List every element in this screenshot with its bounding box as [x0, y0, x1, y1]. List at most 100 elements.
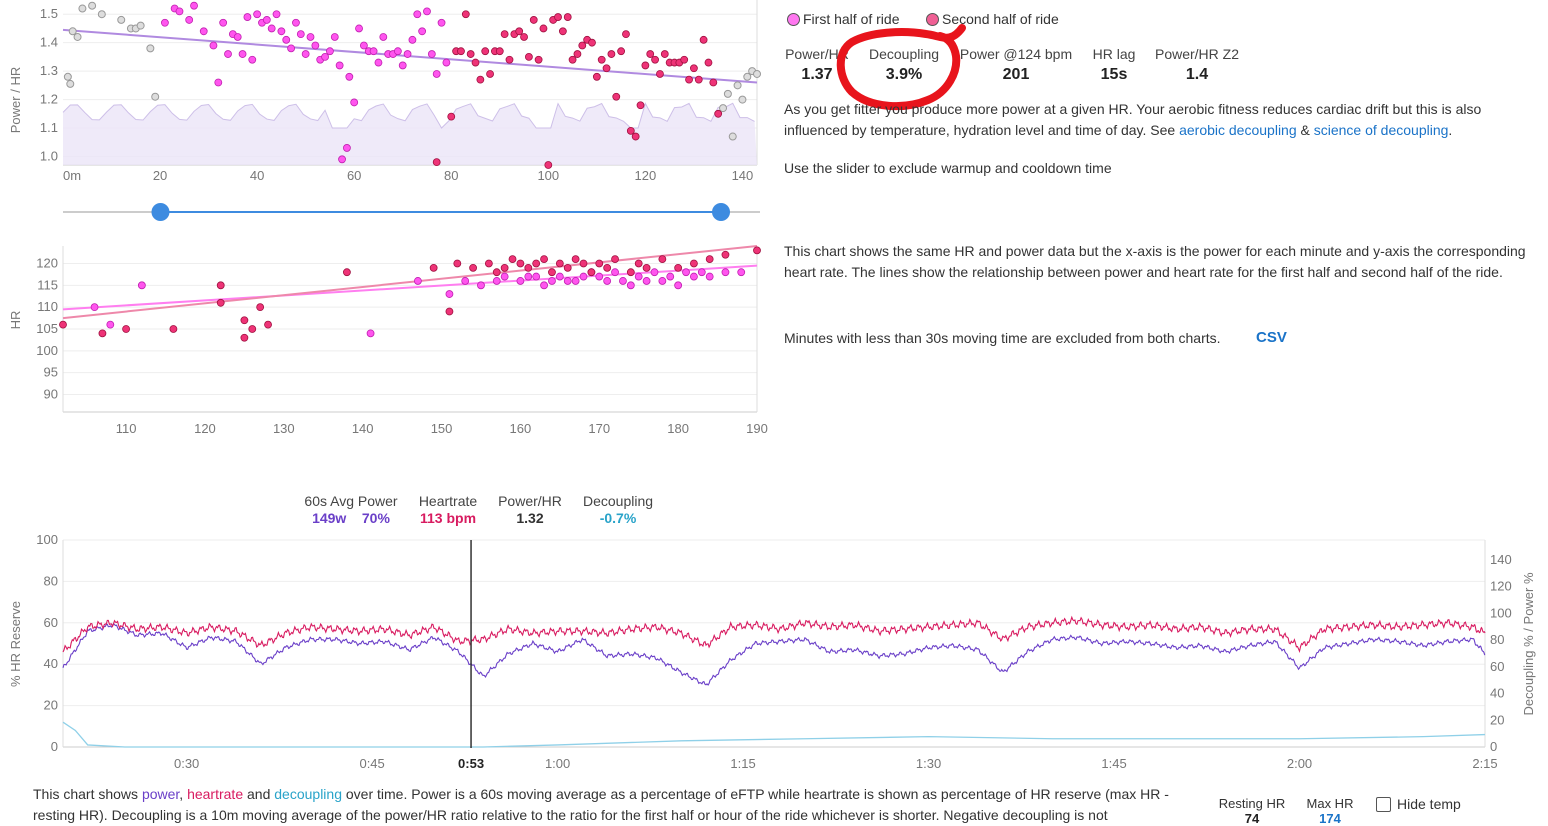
- stat-power-at-hr-label: Power @124 bpm: [959, 46, 1073, 62]
- c2-first-half-point-6: [461, 277, 470, 285]
- c2-first-half-point-4: [413, 277, 422, 285]
- resting-hr-label: Resting HR: [1218, 796, 1286, 811]
- c2-trend-first-half: [62, 264, 758, 311]
- stat-power-hr-z2-label: Power/HR Z2: [1154, 46, 1240, 62]
- c1-second-half-point-38: [626, 126, 635, 135]
- c1-hr-area-fill: [63, 103, 757, 165]
- c1-first-half-point-53: [432, 70, 441, 78]
- c1-excluded-point-15: [728, 132, 737, 141]
- c2-x-tick-4: 150: [431, 421, 453, 436]
- c1-first-half-point-42: [379, 33, 388, 41]
- c2-second-half-point-8: [248, 325, 257, 333]
- legend-first-half[interactable]: First half of ride: [787, 11, 899, 27]
- c1-second-half-point-20: [539, 24, 548, 33]
- csv-download-link[interactable]: CSV: [1256, 329, 1287, 346]
- c2-second-half-point-37: [674, 263, 683, 272]
- c2-first-half-point-32: [690, 272, 698, 281]
- c2-second-half-point-30: [595, 259, 604, 268]
- c2-first-half-point-0: [90, 303, 99, 312]
- c2-second-half-point-38: [690, 259, 698, 268]
- slider-handle-end[interactable]: [712, 203, 731, 221]
- c1-y-ticks: 1.0 1.1 1.2 1.3 1.4 1.5: [40, 6, 58, 163]
- resting-hr-value[interactable]: 74: [1244, 811, 1260, 826]
- c2-first-half-point-1: [106, 320, 115, 329]
- c1-second-half-point-34: [607, 50, 616, 58]
- c3-x-ticks: 0:30 0:45 0:53 1:00 1:15 1:30 1:45 2:00 2:15: [174, 756, 1498, 771]
- c1-first-half-point-12: [238, 50, 247, 58]
- c1-first-half-point-3: [185, 16, 194, 24]
- c2-first-half-point-22: [611, 268, 619, 277]
- c2-y-ticks: 90 95 100 105 110 115 120: [36, 255, 58, 401]
- c2-first-half-point-35: [721, 268, 730, 277]
- max-hr-value[interactable]: 174: [1319, 811, 1341, 826]
- c2-second-half-point-22: [532, 259, 541, 268]
- c2-second-half-point-29: [587, 268, 596, 277]
- c2-trendlines: [62, 245, 758, 320]
- c1-points: [63, 1, 761, 169]
- c2-second-half-point-36: [658, 255, 667, 264]
- hr-vs-power-scatter-chart: 90 95 100 105 110 115 120 110 120 130 140 150 160 17…: [8, 245, 768, 436]
- c1-x-tick-1: 20: [153, 168, 167, 183]
- legend-first-label: First half of ride: [803, 11, 900, 27]
- c1-second-half-point-50: [685, 75, 693, 84]
- c3-y-ticks: 0 20 40 60 80 100: [36, 532, 58, 754]
- c1-excluded-point-14: [723, 89, 732, 98]
- bottom-word-decoupling: decoupling: [274, 786, 342, 802]
- readout-heartrate: Heartrate 113 bpm: [410, 493, 486, 526]
- c1-first-half-point-6: [209, 41, 218, 50]
- c2-x-tick-7: 180: [667, 421, 689, 436]
- aerobic-decoupling-link[interactable]: aerobic decoupling: [1179, 122, 1297, 138]
- c3-y-axis-label: % HR Reserve: [8, 601, 23, 687]
- c1-second-half-point-5: [466, 50, 475, 58]
- max-hr-label: Max HR: [1306, 796, 1354, 811]
- range-slider[interactable]: [0, 196, 770, 228]
- c2-first-half-point-9: [500, 272, 509, 281]
- readout-decoupling: Decoupling -0.7%: [576, 493, 660, 526]
- stat-hr-lag-value: 15s: [1100, 66, 1128, 83]
- c1-first-half-point-41: [374, 58, 383, 67]
- c1-second-half-point-42: [646, 50, 655, 58]
- c1-excluded-point-0: [63, 72, 72, 81]
- max-hr-field[interactable]: Max HR 174: [1300, 796, 1360, 826]
- resting-hr-field[interactable]: Resting HR 74: [1214, 796, 1290, 826]
- hide-temp-checkbox[interactable]: [1376, 796, 1391, 812]
- c1-second-half-point-13: [505, 55, 514, 64]
- c1-second-half-point-16: [520, 33, 528, 41]
- c1-second-half-point-40: [636, 101, 645, 110]
- c1-second-half-point-33: [602, 64, 611, 73]
- c1-second-half-point-36: [617, 47, 626, 56]
- c1-first-half-point-4: [190, 1, 198, 10]
- c2-first-half-point-30: [674, 281, 683, 290]
- c2-second-half-point-27: [571, 255, 580, 264]
- bottom-sep-1: ,: [179, 786, 188, 802]
- c1-second-half-point-31: [592, 72, 601, 81]
- hide-temp-label: Hide temp: [1397, 796, 1461, 812]
- stat-power-hr-z2: Power/HR Z2 1.4: [1150, 46, 1244, 84]
- c2-x-tick-5: 160: [510, 421, 532, 436]
- c3-y2-tick-4: 80: [1490, 632, 1504, 647]
- science-of-decoupling-link[interactable]: science of decoupling: [1313, 122, 1449, 138]
- c3-y2-tick-2: 40: [1490, 686, 1504, 701]
- readout-power-pct: 70%: [361, 510, 390, 526]
- c2-second-half-point-10: [264, 320, 272, 329]
- c1-x-tick-2: 40: [250, 168, 264, 183]
- c2-points: [59, 246, 761, 342]
- c1-excluded-point-12: [151, 92, 160, 101]
- c1-excluded-point-17: [738, 95, 747, 104]
- c3-y-tick-5: 100: [36, 532, 58, 547]
- c2-first-half-point-18: [579, 272, 588, 281]
- slider-handle-start[interactable]: [151, 203, 170, 221]
- hide-temp-toggle[interactable]: Hide temp: [1376, 796, 1461, 812]
- stat-decoupling: Decoupling 3.9%: [866, 46, 942, 84]
- c3-y2-ticks: 0 20 40 60 80 100 120 140: [1490, 552, 1512, 754]
- c2-y-tick-6: 120: [36, 255, 58, 270]
- c3-x-tick-7: 2:00: [1287, 756, 1312, 771]
- power-hr-time-chart[interactable]: 0 20 40 60 80 100 0 20 40 60 80 100 120 140 0:30 0:45…: [0, 530, 1548, 775]
- c2-first-half-point-21: [603, 277, 612, 285]
- c2-second-half-point-14: [453, 259, 462, 268]
- c3-series-lines: [62, 615, 1486, 748]
- legend-second-half[interactable]: Second half of ride: [926, 11, 1059, 27]
- c2-x-tick-6: 170: [588, 421, 610, 436]
- c1-second-half-point-52: [694, 75, 703, 84]
- c1-second-half-point-7: [476, 75, 485, 84]
